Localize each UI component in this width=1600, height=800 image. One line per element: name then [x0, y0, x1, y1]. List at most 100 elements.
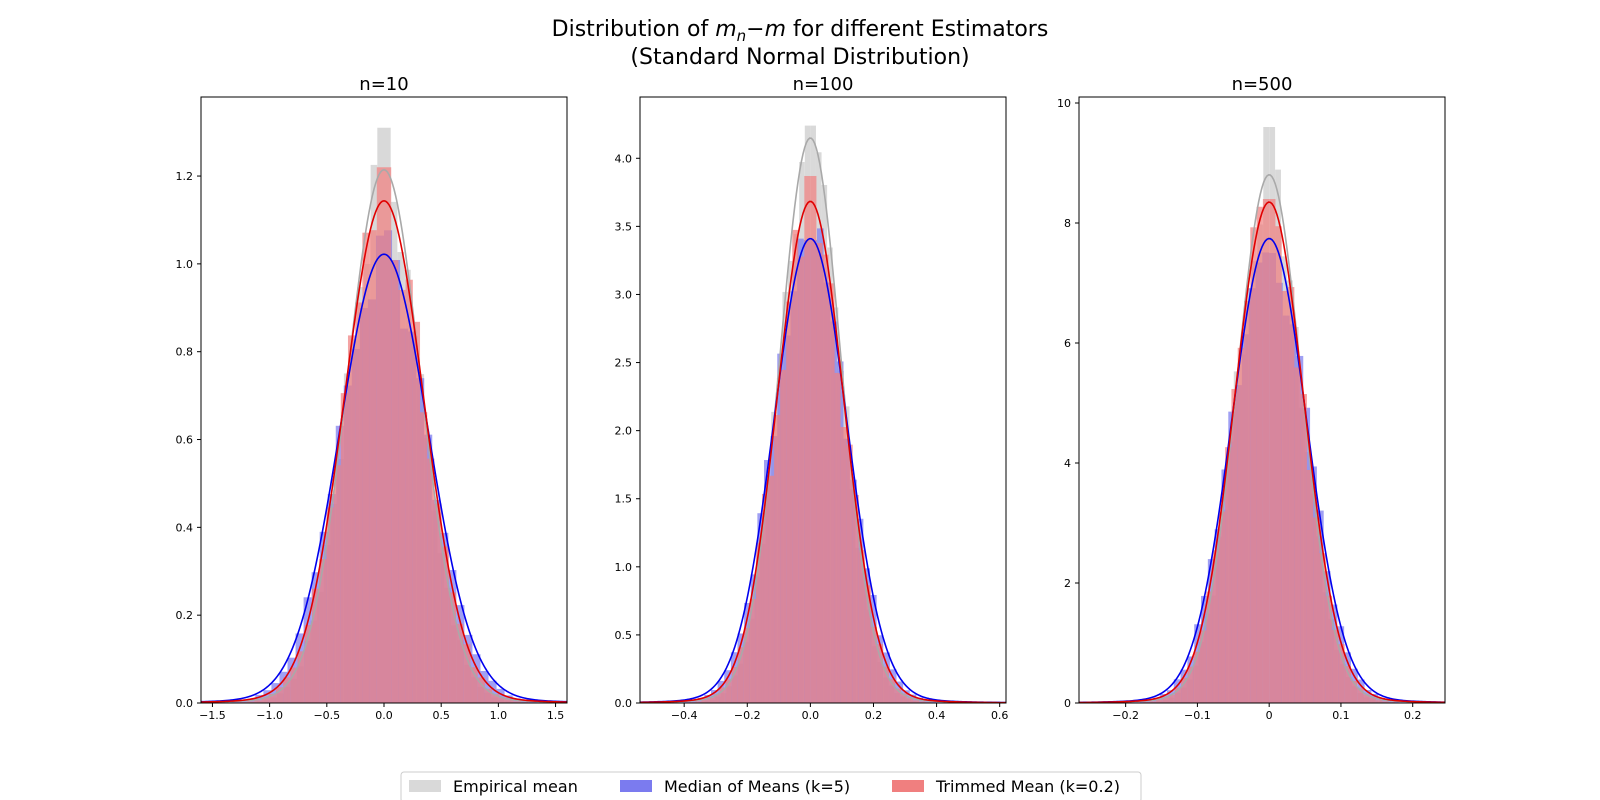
y-tick-label: 2.5: [615, 357, 633, 370]
hist-bar-trimmed: [743, 627, 750, 703]
hist-bar-trimmed: [1149, 701, 1156, 703]
chart-panel-2: n=100 −0.4 −0.2 0.0 0.2 0.4 0.6 0.0 0.5 1.0 1.5 2.0…: [615, 74, 1009, 722]
hist-bar-trimmed: [1382, 701, 1389, 703]
hist-bar-trimmed: [427, 458, 435, 703]
hist-bar-trimmed: [1237, 347, 1245, 703]
y-tick-label: 3.5: [615, 220, 633, 233]
hist-bar-trimmed: [362, 232, 370, 703]
hist-bar-median: [520, 700, 529, 703]
hist-bar-trimmed: [731, 667, 738, 703]
x-tick-label: 0.0: [802, 709, 820, 722]
hist-bar-trimmed: [1218, 511, 1226, 703]
x-tick-label: 0: [1266, 709, 1273, 722]
hist-bar-trimmed: [434, 503, 442, 703]
hist-bar-trimmed: [304, 624, 312, 703]
hist-bar-trimmed: [768, 475, 775, 703]
hist-bar-trimmed: [870, 626, 877, 703]
hist-bar-trimmed: [1338, 644, 1345, 703]
x-tick-label: 0.1: [1332, 709, 1350, 722]
hist-bar-trimmed: [347, 335, 356, 703]
y-tick-label: 0.6: [176, 434, 194, 447]
hist-bar-trimmed: [864, 585, 871, 703]
hist-bar-trimmed: [1181, 677, 1188, 703]
legend-swatch-median: [620, 780, 652, 792]
hist-bar-trimmed: [470, 667, 478, 703]
chart-panel-1: n=10 −1.5 −1.0 −0.5 0.0 0.5 1.0 1.5 0.0 0.2 0.4 0.6…: [176, 74, 568, 722]
hist-bar-trimmed: [384, 167, 392, 703]
y-tick-label: 1.0: [176, 258, 194, 271]
hist-bar-trimmed: [268, 693, 276, 703]
hist-bar-trimmed: [1225, 447, 1232, 703]
figure-title-line1: Distribution of mn−m for different Estim…: [552, 17, 1049, 45]
hist-bar-median: [488, 680, 497, 703]
y-tick-label: 8: [1064, 217, 1071, 230]
hist-bar-trimmed: [713, 694, 720, 703]
hist-bar-trimmed: [840, 427, 847, 703]
hist-bar-median: [528, 701, 537, 703]
hist-bar-trimmed: [513, 701, 521, 703]
hist-bar-trimmed: [719, 687, 726, 703]
legend: Empirical mean Median of Means (k=5) Trimm…: [400, 771, 1142, 800]
hist-bar-trimmed: [1206, 591, 1213, 703]
x-tick-label: 0.4: [928, 709, 946, 722]
hist-bar-trimmed: [506, 699, 514, 703]
legend-label-trimmed: Trimmed Mean (k=0.2): [935, 777, 1120, 796]
x-tick-label: −0.2: [1112, 709, 1139, 722]
hist-bar-median: [923, 700, 930, 703]
chart-panel-3: n=500 −0.2 −0.1 0 0.1 0.2 0 2 4 6 8 10: [1057, 74, 1446, 722]
hist-bar-trimmed: [1376, 700, 1383, 703]
y-tick-label: 1.0: [615, 561, 633, 574]
hist-bar-trimmed: [889, 679, 896, 703]
hist-bar-trimmed: [695, 701, 702, 703]
hist-bar-trimmed: [448, 592, 457, 703]
hist-bar-trimmed: [798, 256, 805, 703]
x-tick-label: 0.6: [991, 709, 1009, 722]
hist-bar-trimmed: [1325, 595, 1333, 703]
y-tick-label: 0.8: [176, 346, 194, 359]
hist-bar-trimmed: [355, 302, 363, 703]
hist-bar-trimmed: [420, 412, 428, 703]
hist-bar-trimmed: [297, 651, 305, 703]
y-tick-label: 1.2: [176, 170, 194, 183]
y-tick-label: 0.5: [615, 629, 633, 642]
kde-line-trimmed: [640, 200, 1006, 703]
hist-bar-trimmed: [1187, 666, 1194, 703]
hist-bar-trimmed: [701, 699, 708, 703]
panel-title: n=500: [1232, 74, 1293, 95]
hist-bar-trimmed: [834, 372, 841, 703]
legend-label-median: Median of Means (k=5): [664, 777, 850, 796]
hist-bar-trimmed: [254, 700, 262, 703]
plot-area: [640, 125, 1006, 703]
legend-box: [400, 771, 1142, 800]
hist-bar-trimmed: [828, 283, 835, 703]
hist-bar-trimmed: [1155, 699, 1163, 703]
x-tick-label: 0.0: [375, 709, 393, 722]
hist-bar-trimmed: [398, 289, 406, 703]
panel-title: n=100: [793, 74, 854, 95]
y-tick-label: 0.0: [615, 697, 633, 710]
hist-bar-trimmed: [1306, 469, 1314, 703]
x-tick-label: 0.2: [865, 709, 883, 722]
x-tick-label: −0.2: [734, 709, 761, 722]
y-tick-label: 6: [1064, 337, 1071, 350]
x-tick-label: 0.2: [1404, 709, 1422, 722]
hist-bar-trimmed: [749, 598, 756, 703]
hist-bar-trimmed: [275, 687, 284, 703]
figure-subtitle: (Standard Normal Distribution): [630, 45, 969, 70]
hist-bar-trimmed: [755, 542, 762, 703]
axes-frame: [1078, 96, 1446, 704]
hist-bar-trimmed: [441, 546, 449, 703]
hist-bar-median: [691, 700, 698, 703]
hist-bar-trimmed: [1319, 553, 1326, 703]
figure-title: Distribution of mn−m for different Estim…: [552, 17, 1049, 70]
hist-bar-trimmed: [1174, 687, 1182, 703]
y-tick-label: 0: [1064, 697, 1071, 710]
hist-bar-trimmed: [1256, 206, 1263, 703]
hist-bar-trimmed: [913, 700, 920, 703]
hist-bar-trimmed: [1199, 630, 1207, 703]
x-tick-label: −0.4: [671, 709, 698, 722]
hist-bar-trimmed: [1344, 666, 1351, 703]
hist-bar-trimmed: [810, 175, 817, 703]
y-tick-label: 3.0: [615, 288, 633, 301]
hist-bar-trimmed: [1212, 550, 1219, 703]
